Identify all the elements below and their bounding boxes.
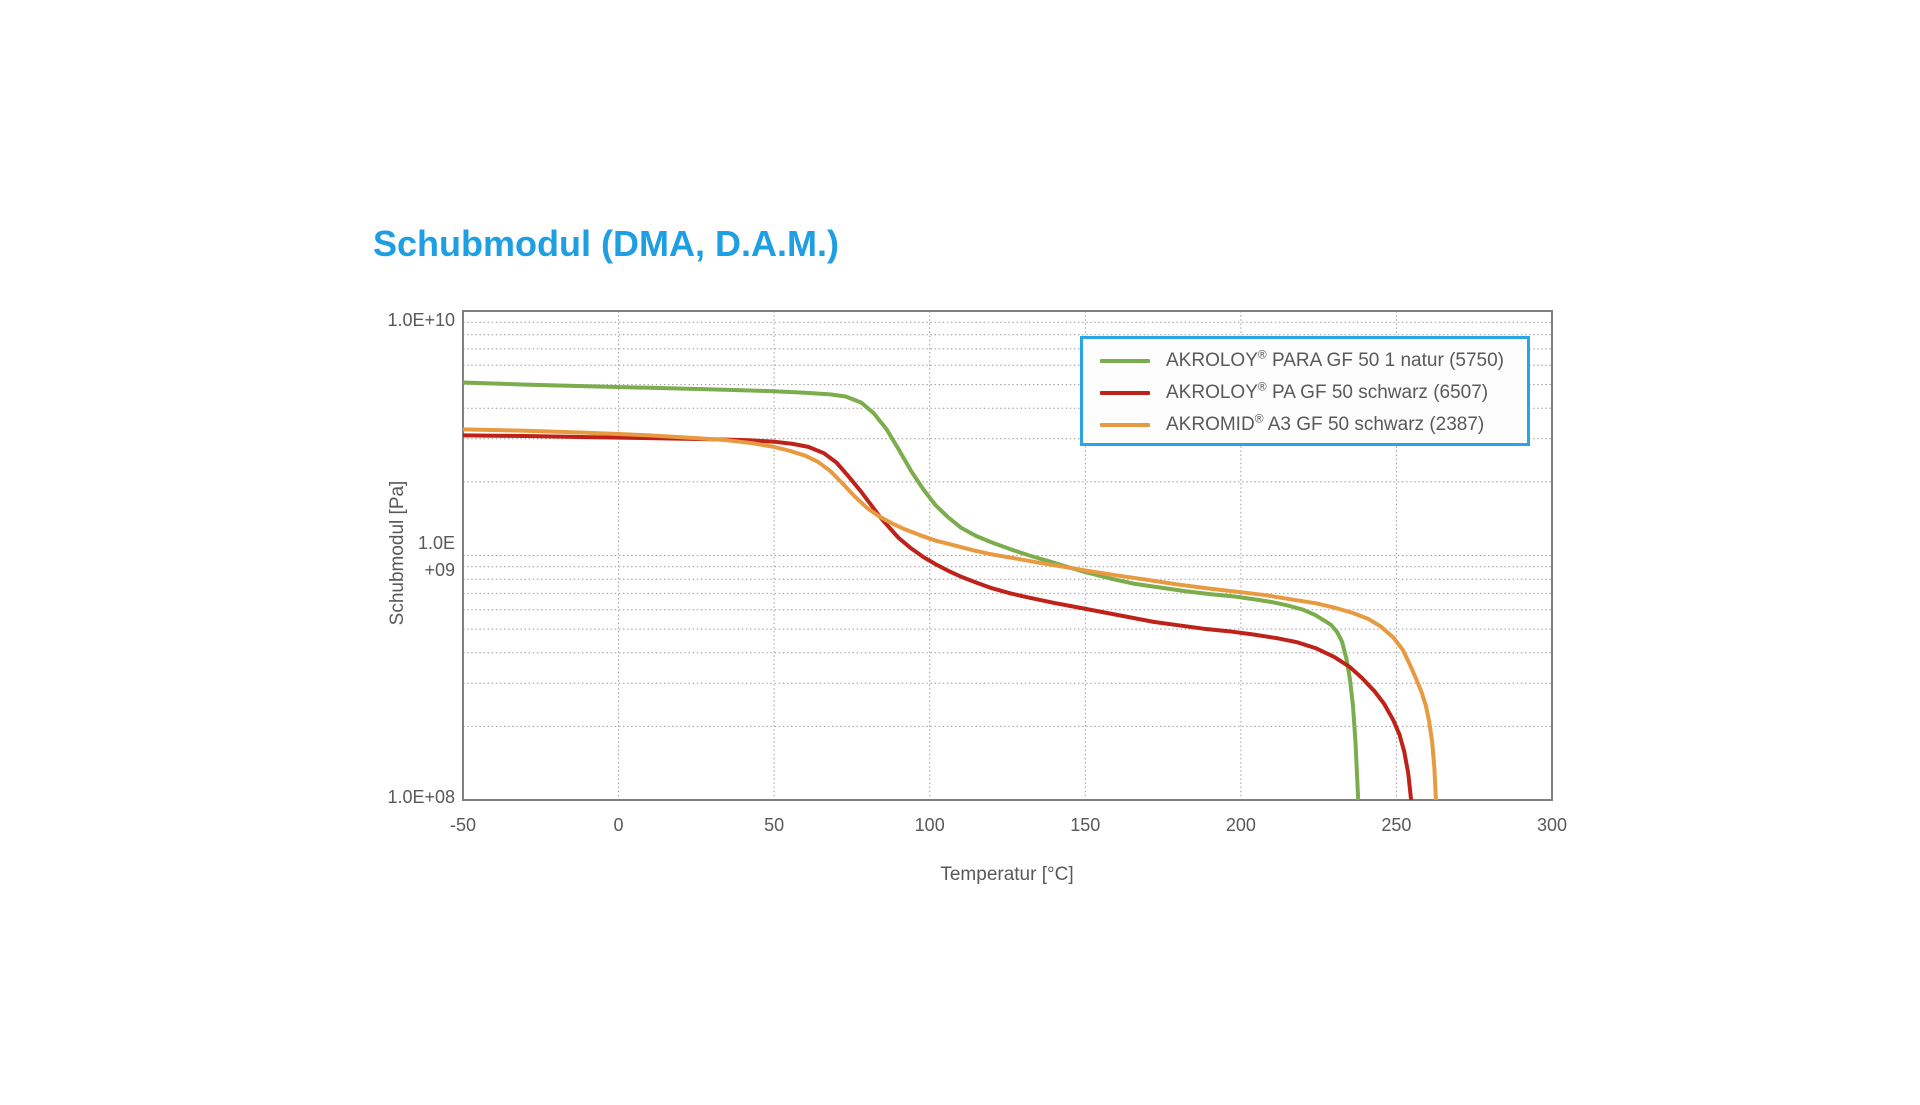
x-tick-label: 50	[764, 815, 785, 835]
legend-item: AKROMID® A3 GF 50 schwarz (2387)	[1083, 409, 1527, 441]
x-tick-label: 150	[1070, 815, 1101, 835]
y-tick-label-1e8: 1.0E+08	[387, 787, 455, 807]
legend-line-sample-orange	[1100, 423, 1150, 427]
y-tick-label-1e9-line2: +09	[424, 560, 455, 580]
x-tick-label: -50	[449, 815, 476, 835]
page-title: Schubmodul (DMA, D.A.M.)	[373, 223, 839, 264]
legend-label: AKROLOY® PARA GF 50 1 natur (5750)	[1166, 347, 1504, 371]
legend-line-sample-green	[1100, 359, 1150, 363]
x-tick-label: 100	[914, 815, 945, 835]
x-tick-label: 200	[1225, 815, 1256, 835]
legend-line-sample-red	[1100, 391, 1150, 395]
x-tick-label: 250	[1381, 815, 1412, 835]
x-axis-title: Temperatur [°C]	[940, 864, 1074, 885]
legend-label: AKROLOY® PA GF 50 schwarz (6507)	[1166, 379, 1489, 403]
legend-item: AKROLOY® PA GF 50 schwarz (6507)	[1083, 377, 1527, 409]
x-tick-label: 300	[1536, 815, 1568, 835]
legend-label: AKROMID® A3 GF 50 schwarz (2387)	[1166, 411, 1485, 435]
x-tick-label: 0	[613, 815, 624, 835]
y-axis-title: Schubmodul [Pa]	[387, 480, 408, 626]
y-tick-label-1e9: 1.0E +09	[350, 530, 455, 584]
legend-item: AKROLOY® PARA GF 50 1 natur (5750)	[1083, 345, 1527, 377]
y-tick-label-1e9-line1: 1.0E	[417, 533, 455, 553]
legend: AKROLOY® PARA GF 50 1 natur (5750) AKROL…	[1080, 336, 1530, 446]
y-tick-label-1e10: 1.0E+10	[387, 310, 455, 330]
